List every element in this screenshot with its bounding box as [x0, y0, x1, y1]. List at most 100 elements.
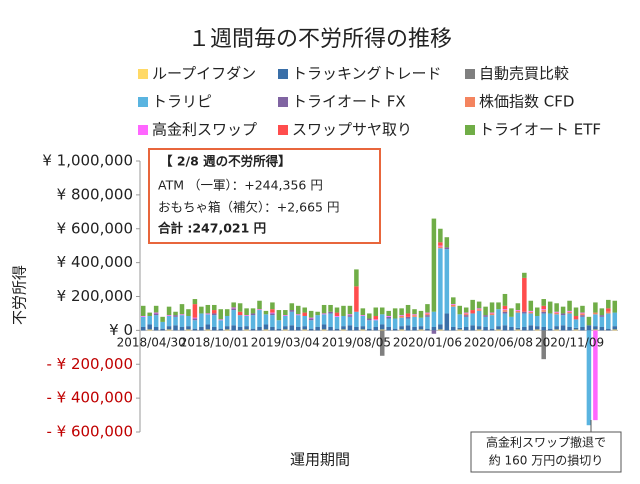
bar-segment — [476, 326, 482, 330]
legend-label: トラッキングトレード — [292, 65, 442, 83]
bar-segment — [541, 311, 546, 314]
bar-segment — [541, 326, 546, 331]
bar-segment — [463, 307, 469, 313]
bar-segment — [147, 312, 152, 316]
bar-segment — [302, 326, 307, 330]
bar-segment — [224, 329, 230, 331]
bar-segment — [451, 304, 456, 305]
bar-segment — [347, 316, 353, 326]
x-tick-label: 2020/06/08 — [464, 336, 533, 350]
bar-segment — [489, 302, 495, 313]
bar-segment — [263, 310, 269, 315]
bar-segment — [599, 308, 605, 316]
bar-segment — [192, 304, 198, 318]
bar-segment — [231, 307, 236, 309]
bar-segment — [541, 309, 546, 311]
bar-segment — [212, 313, 217, 316]
bar-segment — [405, 313, 411, 317]
bar-segment — [496, 329, 501, 331]
bar-segment — [554, 326, 559, 330]
bar-segment — [567, 310, 572, 312]
bar-segment — [334, 328, 340, 331]
bar-segment — [186, 309, 191, 316]
bar-segment — [522, 272, 527, 278]
bar-segment — [541, 313, 546, 327]
bar-segment — [373, 319, 379, 321]
bar-segment — [283, 310, 288, 316]
bar-segment — [166, 306, 172, 316]
legend-swatch — [465, 97, 475, 107]
bar-segment — [270, 309, 275, 313]
bar-segment — [160, 316, 165, 322]
bar-segment — [341, 326, 346, 330]
bar-segment — [547, 313, 553, 329]
bar-segment — [534, 307, 540, 316]
bar-segment — [405, 316, 411, 319]
bar-segment — [554, 303, 559, 312]
legend-label: トライオート FX — [292, 93, 406, 111]
bar-segment — [451, 306, 456, 327]
bar-segment — [308, 318, 314, 321]
bar-segment — [379, 324, 385, 330]
bar-segment — [612, 329, 618, 331]
bar-segment — [463, 313, 469, 316]
bar-segment — [147, 315, 152, 325]
bar-segment — [534, 329, 540, 331]
bar-segment — [509, 326, 514, 331]
bar-segment — [276, 320, 282, 329]
bar-segment — [580, 326, 585, 331]
bar-segment — [515, 310, 521, 311]
bar-segment — [489, 313, 495, 316]
bar-segment — [405, 318, 411, 326]
summary-heading: 【 2/8 週の不労所得】 — [160, 154, 291, 169]
bar-segment — [373, 320, 379, 327]
bar-segment — [541, 310, 546, 312]
bar-segment — [147, 324, 152, 330]
bar-segment — [289, 310, 295, 312]
bar-segment — [160, 328, 165, 331]
bar-segment — [244, 329, 249, 331]
bar-segment — [586, 325, 592, 331]
legend-label: トライオート ETF — [479, 121, 601, 139]
bar-segment — [399, 317, 404, 327]
bar-segment — [489, 312, 495, 314]
bar-segment — [205, 324, 211, 330]
bar-segment — [392, 318, 398, 329]
bar-segment — [541, 305, 546, 310]
bar-segment — [399, 326, 404, 330]
bar-segment — [463, 326, 469, 331]
bar-segment — [153, 313, 159, 316]
bar-segment — [283, 315, 288, 327]
bar-segment — [231, 325, 236, 331]
bar-segment — [354, 286, 359, 312]
bar-segment — [186, 326, 191, 330]
bar-segment — [509, 308, 514, 317]
bar-segment — [354, 269, 359, 287]
bar-segment — [502, 309, 508, 311]
bar-segment — [483, 315, 488, 317]
bar-segment — [399, 308, 404, 316]
bar-segment — [179, 314, 185, 316]
bar-segment — [425, 312, 430, 314]
bar-segment — [606, 299, 611, 309]
bar-segment — [386, 326, 391, 331]
bar-segment — [263, 314, 269, 325]
bar-segment — [457, 327, 463, 330]
bar-segment — [354, 326, 359, 331]
bar-segment — [470, 325, 475, 331]
bar-segment — [573, 319, 579, 328]
bar-segment — [489, 315, 495, 329]
bar-segment — [205, 304, 211, 314]
bar-segment — [425, 328, 430, 331]
bar-segment — [567, 300, 572, 311]
bar-segment — [212, 326, 217, 331]
bar-segment — [140, 316, 146, 327]
bar-segment — [212, 310, 217, 314]
bar-segment — [534, 326, 540, 330]
legend-label: スワップサヤ取り — [292, 121, 412, 139]
bar-segment — [276, 328, 282, 331]
bar-segment — [160, 321, 165, 329]
bar-segment — [308, 320, 314, 329]
bar-segment — [321, 314, 327, 325]
bar-segment — [476, 310, 482, 327]
